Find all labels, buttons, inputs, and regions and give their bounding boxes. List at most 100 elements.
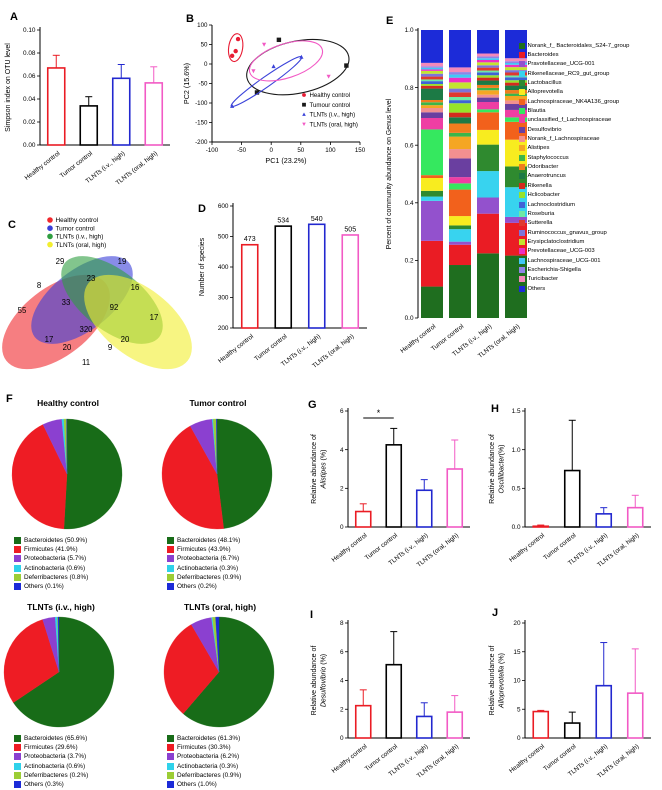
legend-text: Others bbox=[527, 285, 546, 292]
y-tick-label: 1.0 bbox=[405, 27, 414, 34]
stack-segment bbox=[477, 75, 499, 78]
legend-row: Actinobacteria (0.3%) bbox=[167, 564, 241, 573]
legend-text: Proteobacteria (3.7%) bbox=[24, 753, 87, 761]
stack-segment bbox=[421, 79, 443, 82]
legend-row: Blautia bbox=[519, 106, 629, 115]
stack-segment bbox=[477, 56, 499, 59]
legend-row: Lachnospiraceae_UCG-001 bbox=[519, 256, 629, 265]
legend-text: Deferribacteres (0.8%) bbox=[24, 573, 89, 581]
venn-count: 20 bbox=[63, 343, 72, 352]
pie-slice-firmicutes bbox=[161, 425, 224, 530]
legend-swatch bbox=[519, 52, 525, 59]
legend-swatch bbox=[14, 564, 21, 572]
stack-segment bbox=[449, 241, 471, 245]
legend-text: Lachnospiraceae_NK4A136_group bbox=[527, 98, 620, 105]
legend-text: Deferribacteres (0.2%) bbox=[24, 771, 89, 779]
legend-swatch bbox=[14, 583, 21, 591]
y-axis-label-line2: Desulfovibrio (%) bbox=[321, 654, 328, 707]
pie-slice-others bbox=[216, 418, 218, 475]
legend-text: Proteobacteria (5.7%) bbox=[24, 555, 87, 563]
y-axis-label: PC2 (15.6%) bbox=[182, 63, 191, 104]
legend-swatch bbox=[519, 126, 525, 133]
legend-row: Rikenella bbox=[519, 181, 629, 190]
genus-italic: Oscillibacter bbox=[499, 455, 506, 494]
y-tick-label: 0.10 bbox=[23, 27, 36, 34]
legend-text: Roseburia bbox=[527, 210, 555, 217]
legend-swatch bbox=[14, 771, 21, 779]
stack-segment bbox=[449, 30, 471, 68]
legend-text: Turicibacter bbox=[527, 276, 559, 283]
x-tick-label: 0 bbox=[269, 147, 273, 154]
stack-segment bbox=[449, 149, 471, 159]
venn-count: 11 bbox=[82, 358, 90, 367]
y-tick-label: 0.0 bbox=[512, 524, 521, 531]
marker-triangle-up bbox=[271, 64, 276, 69]
y-tick-label: 0.00 bbox=[23, 142, 36, 149]
stack-segment bbox=[505, 75, 527, 78]
stack-segment bbox=[421, 129, 443, 176]
legend-text: Firmicutes (29.6%) bbox=[24, 744, 78, 752]
stack-segment bbox=[421, 84, 443, 86]
y-axis-label-line2: Oscillibacter(%) bbox=[499, 444, 506, 493]
legend-row: Bacteroides bbox=[519, 50, 629, 59]
y-axis-label: Simpson index on OTU level bbox=[5, 43, 12, 132]
y-tick-label: 400 bbox=[218, 264, 229, 271]
legend-swatch bbox=[519, 61, 525, 68]
stack-segment bbox=[505, 117, 527, 122]
venn-count: 33 bbox=[62, 298, 71, 307]
venn-count: 92 bbox=[110, 303, 119, 312]
pie-slice-bacteroidetes bbox=[13, 616, 115, 728]
venn-count: 23 bbox=[87, 274, 96, 283]
stack-segment bbox=[449, 117, 471, 124]
y-tick-label: 4 bbox=[340, 678, 344, 685]
y-tick-label: 5 bbox=[517, 706, 521, 713]
legend-text: Deferribacteres (0.9%) bbox=[177, 573, 242, 581]
legend-row: Firmicutes (29.6%) bbox=[14, 743, 88, 752]
legend-text: Anaerotruncus bbox=[527, 173, 566, 180]
stack-segment bbox=[449, 112, 471, 118]
y-tick-label: 300 bbox=[218, 295, 229, 302]
legend-row: Firmicutes (30.3%) bbox=[167, 743, 241, 752]
stack-segment bbox=[449, 67, 471, 73]
legend-label: TLNTs (oral, high) bbox=[56, 242, 107, 249]
x-axis-label: PC1 (23.2%) bbox=[265, 156, 306, 165]
bar-value-label: 473 bbox=[244, 236, 256, 243]
bar-1 bbox=[563, 722, 581, 739]
x-category-label: Healthy control bbox=[331, 743, 369, 775]
bar-2 bbox=[307, 223, 326, 329]
stack-segment bbox=[449, 265, 471, 318]
y-tick-label: 1.5 bbox=[512, 408, 521, 415]
stack-segment bbox=[421, 62, 443, 67]
stack-segment bbox=[477, 84, 499, 88]
y-tick-label: 0.06 bbox=[23, 73, 36, 80]
bar-3 bbox=[144, 82, 164, 146]
y-tick-label: 50 bbox=[201, 42, 208, 49]
bar-1 bbox=[563, 469, 581, 528]
legend-text: Lactobacillus bbox=[527, 80, 562, 87]
stack-segment bbox=[505, 95, 527, 101]
y-tick-label: 15 bbox=[513, 649, 521, 656]
stack-segment bbox=[421, 118, 443, 130]
pie-chart-tlnts-iv-high bbox=[3, 616, 115, 728]
legend-text: Staphylococcus bbox=[527, 154, 569, 161]
legend-row: Lachnoclostridium bbox=[519, 200, 629, 209]
bar-0 bbox=[532, 525, 550, 528]
stack-segment bbox=[477, 213, 499, 254]
legend-row: Deferribacteres (0.8%) bbox=[14, 573, 88, 582]
bar-3 bbox=[626, 692, 644, 739]
legend-swatch bbox=[519, 276, 525, 283]
legend-row: Alloprevotella bbox=[519, 88, 629, 97]
legend-text: Norank_f_ Bacteroidales_S24-7_group bbox=[527, 42, 630, 49]
y-tick-label: 2 bbox=[340, 486, 344, 493]
legend-swatch bbox=[14, 546, 21, 554]
y-tick-label: 0.4 bbox=[405, 200, 414, 207]
group-ellipse bbox=[230, 55, 303, 108]
group-ellipse bbox=[227, 33, 244, 63]
panel-label-h: H bbox=[491, 403, 499, 415]
legend-text: Desulfovibrio bbox=[527, 126, 562, 133]
legend-label: Healthy control bbox=[56, 217, 99, 224]
stack-segment bbox=[505, 166, 527, 188]
legend-text: Others (1.0%) bbox=[177, 781, 217, 789]
stack-segment bbox=[421, 240, 443, 287]
